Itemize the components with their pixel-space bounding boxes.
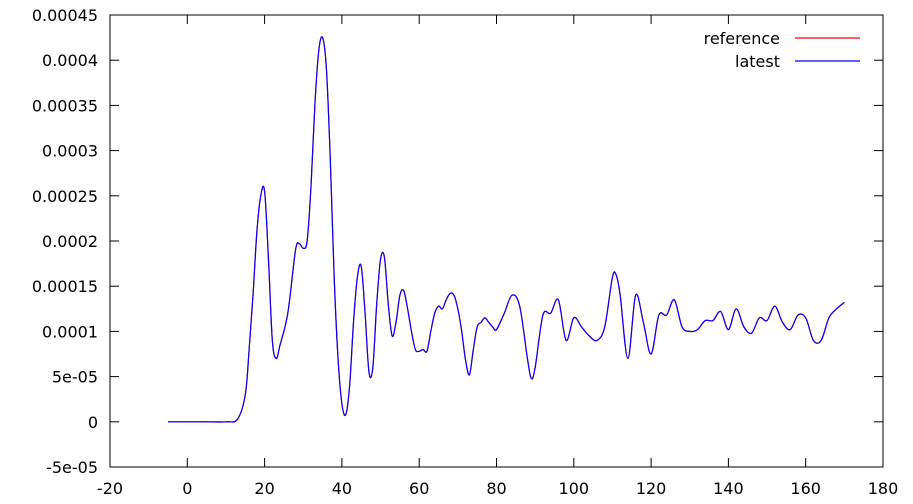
y-tick-label: 0.0003: [42, 142, 98, 161]
y-tick-label: 0.00025: [32, 187, 98, 206]
y-tick-label: 0.0002: [42, 232, 98, 251]
legend: reference latest: [704, 29, 860, 71]
y-tick-label: 0.00035: [32, 96, 98, 115]
y-tick-label: -5e-05: [46, 458, 98, 477]
x-tick-label: 100: [559, 479, 590, 498]
x-tick-label: 180: [868, 479, 899, 498]
x-tick-label: 60: [409, 479, 429, 498]
series-line-latest: [167, 36, 845, 423]
y-tick-label: 0.00045: [32, 6, 98, 25]
axis-tick-labels: -20 0 20 40 60 80 100 120 140 160 180 -5e-05 0 5e-05 0…: [32, 6, 898, 498]
y-tick-label: 0: [88, 413, 98, 432]
x-tick-label: 140: [713, 479, 744, 498]
x-tick-label: -20: [97, 479, 123, 498]
series-lines: [167, 36, 845, 423]
y-tick-label: 0.0004: [42, 51, 98, 70]
x-tick-label: 20: [254, 479, 274, 498]
x-tick-label: 120: [636, 479, 667, 498]
legend-label-reference: reference: [704, 29, 780, 48]
x-tick-label: 40: [332, 479, 352, 498]
y-tick-label: 0.0001: [42, 322, 98, 341]
x-tick-label: 80: [486, 479, 506, 498]
y-tick-label: 5e-05: [52, 368, 98, 387]
x-tick-label: 160: [790, 479, 821, 498]
legend-label-latest: latest: [735, 52, 780, 71]
x-tick-label: 0: [182, 479, 192, 498]
plot-frame: [109, 14, 884, 468]
y-tick-label: 0.00015: [32, 277, 98, 296]
